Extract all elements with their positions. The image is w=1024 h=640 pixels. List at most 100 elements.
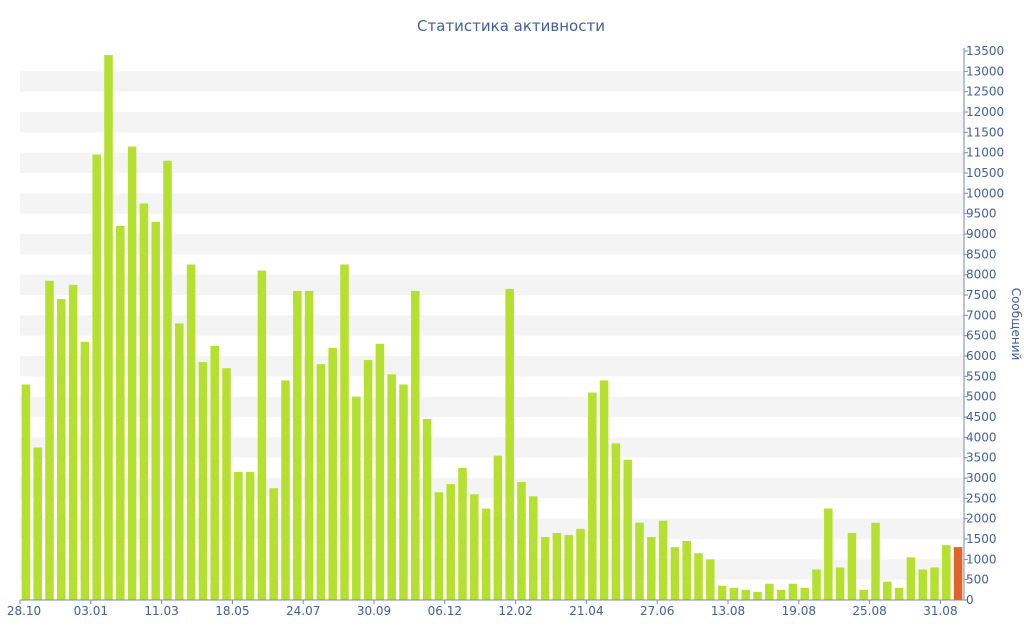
- bar[interactable]: [446, 484, 455, 600]
- bar[interactable]: [281, 380, 290, 600]
- bar[interactable]: [706, 559, 715, 600]
- bar[interactable]: [304, 290, 314, 600]
- grid-band: [20, 274, 964, 295]
- grid-band: [20, 152, 964, 173]
- bar[interactable]: [470, 494, 479, 600]
- bar[interactable]: [481, 508, 491, 601]
- bar[interactable]: [375, 343, 385, 600]
- bar[interactable]: [399, 384, 408, 600]
- bar[interactable]: [788, 583, 798, 600]
- bar[interactable]: [505, 288, 514, 600]
- bar[interactable]: [883, 581, 892, 600]
- bar[interactable]: [918, 569, 927, 601]
- bar[interactable]: [765, 583, 774, 600]
- bar[interactable]: [175, 323, 184, 600]
- bar[interactable]: [411, 290, 420, 600]
- x-tick-label: 24.07: [286, 604, 320, 618]
- bar[interactable]: [942, 545, 951, 600]
- bar[interactable]: [151, 221, 160, 601]
- bar[interactable]: [847, 532, 857, 600]
- bar[interactable]: [741, 589, 750, 600]
- bar[interactable]: [694, 553, 703, 600]
- bar[interactable]: [21, 384, 31, 600]
- bar[interactable]: [434, 492, 444, 600]
- bar[interactable]: [116, 225, 125, 600]
- bar[interactable]: [186, 264, 196, 601]
- bar[interactable]: [647, 536, 656, 600]
- bar[interactable]: [753, 591, 762, 600]
- bar[interactable]: [92, 154, 101, 600]
- bar[interactable]: [198, 362, 208, 600]
- x-tick-label: 21.04: [569, 604, 603, 618]
- bar[interactable]: [352, 396, 361, 600]
- bar[interactable]: [894, 587, 904, 600]
- bar[interactable]: [245, 471, 255, 600]
- bar[interactable]: [269, 488, 278, 600]
- bar[interactable]: [540, 536, 550, 600]
- bar[interactable]: [812, 569, 821, 601]
- bar[interactable]: [682, 541, 691, 600]
- bar[interactable]: [599, 380, 609, 600]
- y-axis-title: Сообщений: [1009, 288, 1023, 361]
- bar[interactable]: [234, 471, 243, 600]
- bar[interactable]: [45, 280, 54, 600]
- y-tick-label: 9000: [966, 227, 997, 241]
- grid-band: [20, 193, 964, 214]
- bar[interactable]: [68, 284, 78, 600]
- x-tick-label: 03.01: [74, 604, 108, 618]
- bar[interactable]: [422, 419, 432, 600]
- y-tick-label: 4000: [966, 430, 997, 444]
- bar[interactable]: [316, 364, 326, 600]
- bar[interactable]: [835, 567, 845, 600]
- bar-current[interactable]: [953, 547, 963, 600]
- grid-band: [20, 356, 964, 377]
- y-tick-label: 5000: [966, 390, 997, 404]
- bar[interactable]: [328, 347, 337, 600]
- bar[interactable]: [340, 264, 349, 601]
- bar[interactable]: [930, 567, 939, 600]
- bar[interactable]: [658, 520, 668, 600]
- y-tick-label: 10000: [966, 186, 1004, 200]
- y-tick-label: 10500: [966, 166, 1004, 180]
- bar[interactable]: [387, 374, 396, 600]
- bar[interactable]: [529, 496, 538, 600]
- bar[interactable]: [222, 368, 231, 600]
- bar[interactable]: [871, 522, 880, 600]
- bar[interactable]: [906, 557, 916, 600]
- bar[interactable]: [104, 55, 113, 600]
- bar[interactable]: [80, 341, 90, 600]
- bar[interactable]: [257, 270, 267, 600]
- y-tick-label: 13000: [966, 64, 1004, 78]
- bar[interactable]: [588, 392, 597, 600]
- bar[interactable]: [717, 585, 727, 600]
- bar[interactable]: [564, 534, 573, 600]
- bar[interactable]: [635, 522, 644, 600]
- grid-band: [20, 437, 964, 458]
- bar[interactable]: [57, 299, 66, 600]
- bar[interactable]: [458, 467, 467, 600]
- bar[interactable]: [623, 459, 632, 600]
- bar[interactable]: [163, 160, 172, 601]
- bar[interactable]: [33, 447, 42, 601]
- bar[interactable]: [576, 528, 585, 600]
- bar[interactable]: [729, 587, 739, 600]
- grid-band: [20, 518, 964, 539]
- bar[interactable]: [517, 482, 526, 600]
- y-tick-label: 8500: [966, 247, 997, 261]
- bar[interactable]: [611, 443, 621, 600]
- bar[interactable]: [293, 290, 302, 600]
- grid-band: [20, 234, 964, 255]
- bar[interactable]: [139, 203, 149, 601]
- bar[interactable]: [824, 508, 833, 601]
- x-tick-label: 11.03: [144, 604, 178, 618]
- bar[interactable]: [670, 547, 680, 600]
- bar[interactable]: [210, 345, 219, 600]
- x-tick-label: 28.10: [7, 604, 41, 618]
- bar[interactable]: [776, 589, 786, 600]
- bar[interactable]: [127, 146, 137, 600]
- bar[interactable]: [859, 589, 868, 600]
- bar[interactable]: [800, 587, 809, 600]
- bar[interactable]: [363, 360, 373, 600]
- bar[interactable]: [552, 532, 562, 600]
- bar[interactable]: [493, 455, 503, 600]
